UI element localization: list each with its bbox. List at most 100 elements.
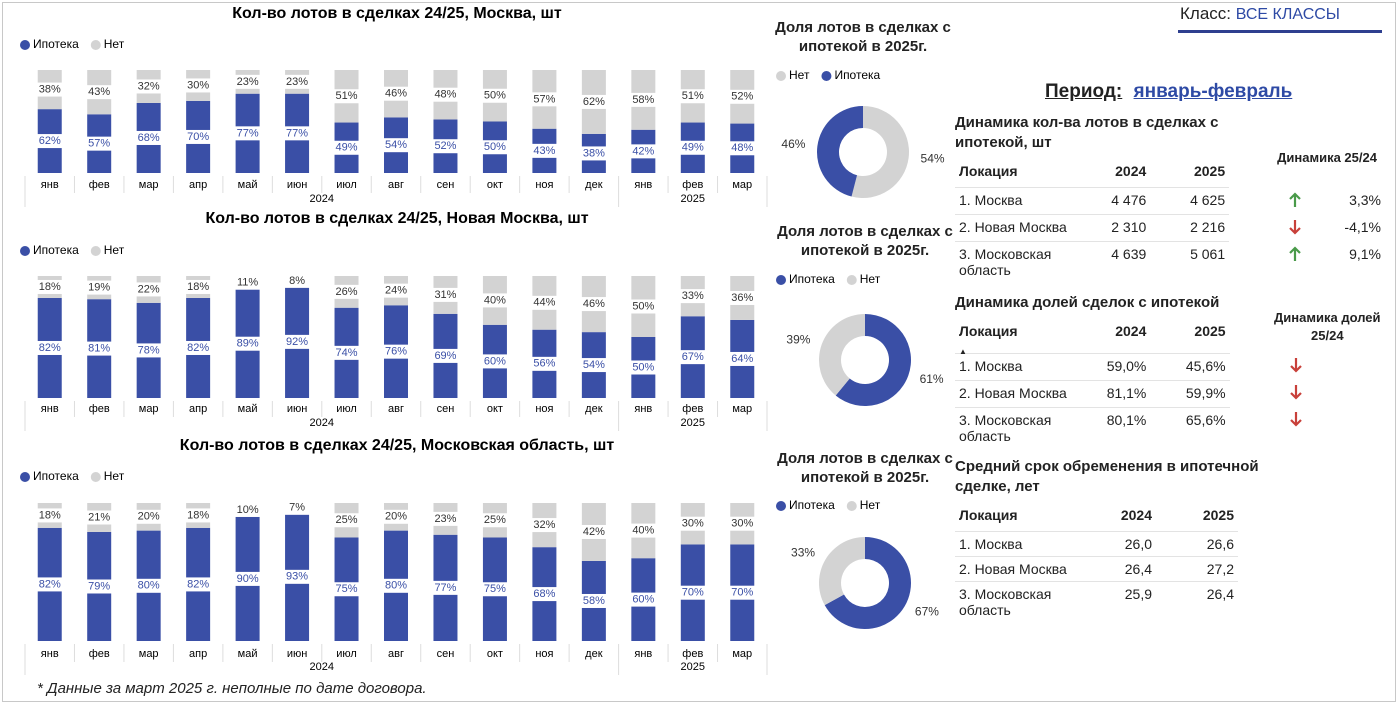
data-label: 33%: [791, 546, 815, 560]
x-tick-label: авг: [388, 403, 404, 415]
data-label: 70%: [187, 131, 209, 143]
data-label: 11%: [237, 277, 258, 289]
data-label: 24%: [385, 285, 407, 297]
x-tick-label: июн: [287, 648, 307, 660]
label-background: [134, 130, 163, 145]
label-background: [332, 284, 361, 299]
label-background: [233, 126, 262, 141]
x-tick-label: фев: [89, 179, 110, 191]
data-label: 69%: [434, 350, 456, 362]
label-background: [184, 340, 213, 355]
legend-marker: [20, 40, 30, 50]
x-tick-label: фев: [89, 648, 110, 660]
x-tick-label: мар: [732, 403, 752, 415]
label-background: [629, 92, 658, 107]
label-background: [35, 340, 64, 355]
data-label: 67%: [682, 351, 704, 363]
label-background: [35, 279, 64, 294]
label-background: [382, 344, 410, 359]
label-background: [728, 351, 757, 366]
table-row: 1. Москва 4 476 4 625 3,3%: [955, 187, 1385, 215]
table-cell: 27,2: [1156, 556, 1238, 582]
chart-title: Кол-во лотов в сделках 24/25, Московская…: [180, 437, 615, 454]
table-cell: 3. Московская область: [955, 406, 1086, 448]
header-row: Локация 2024 2025 Динамика 25/24: [955, 150, 1385, 188]
x-tick-label: апр: [189, 179, 207, 191]
data-label: 18%: [187, 281, 209, 293]
label-background: [579, 94, 608, 109]
legend-label: Нет: [860, 272, 881, 286]
label-background: [35, 577, 64, 592]
x-group-label: 2024: [310, 661, 334, 673]
label-background: [431, 511, 460, 526]
label-background: [382, 86, 410, 101]
data-label: 26%: [336, 286, 358, 298]
label-background: [233, 275, 262, 290]
donut-slice: [819, 537, 865, 606]
data-label: 77%: [434, 582, 456, 594]
label-background: [728, 516, 757, 531]
data-label: 23%: [237, 76, 259, 88]
data-label: 74%: [336, 347, 358, 359]
data-label: 50%: [484, 90, 506, 102]
data-label: 52%: [731, 91, 753, 103]
label-background: [629, 523, 658, 538]
data-label: 56%: [533, 358, 555, 370]
data-label: 82%: [187, 342, 209, 354]
label-background: [85, 280, 114, 295]
label-background: [530, 92, 559, 107]
data-label: 44%: [533, 297, 555, 309]
label-background: [35, 82, 64, 97]
label-background: [332, 140, 361, 155]
legend-marker: [20, 472, 30, 482]
label-background: [332, 513, 361, 528]
data-label: 68%: [138, 132, 160, 144]
trend-cell: [1230, 353, 1311, 380]
table-cell: 4 639: [1086, 241, 1151, 282]
column-header: 2025: [1193, 163, 1226, 179]
data-label: 36%: [731, 292, 753, 304]
label-background: [134, 282, 163, 297]
data-label: 80%: [138, 580, 160, 592]
trend-arrow: [1290, 412, 1302, 427]
label-background: [579, 593, 608, 608]
period-value[interactable]: январь-февраль: [1133, 81, 1293, 102]
legend-marker: [20, 246, 30, 256]
table-cell: 3. Московская область: [955, 241, 1087, 282]
legend-label: Ипотека: [789, 272, 835, 286]
column-header: Локация ▲: [959, 323, 1018, 356]
label-background: [579, 524, 608, 539]
label-background: [332, 345, 361, 360]
legend-label: Нет: [789, 68, 810, 82]
label-background: [35, 134, 64, 149]
table-title: Динамика долей сделок с ипотекой: [955, 294, 1220, 311]
x-tick-label: фев: [682, 179, 703, 191]
chart-title: Доля лотов в сделках с ипотекой в 2025г.: [777, 223, 953, 259]
data-label: 33%: [682, 290, 704, 302]
legend-marker: [90, 472, 101, 482]
donut-slice: [824, 537, 912, 629]
data-label: 75%: [336, 583, 358, 595]
table-cell: 3. Московская область: [955, 581, 1090, 622]
table-cell: 26,6: [1156, 531, 1238, 557]
change-cell: -4,1%: [1344, 218, 1381, 235]
label-background: [184, 129, 213, 144]
data-label: 68%: [533, 588, 555, 600]
x-tick-label: май: [238, 403, 258, 415]
data-label: 10%: [237, 504, 259, 516]
data-label: 39%: [786, 333, 810, 347]
data-label: 32%: [138, 80, 160, 92]
data-label: 32%: [533, 519, 555, 531]
label-background: [382, 283, 410, 298]
table-title: Средний срок обременения в ипотечной сде…: [955, 458, 1259, 495]
data-label: 46%: [583, 298, 605, 310]
class-value[interactable]: ВСЕ КЛАССЫ: [1235, 6, 1340, 23]
x-tick-label: янв: [634, 403, 652, 415]
trend-arrow: [1290, 385, 1302, 400]
trend-cell: [1229, 242, 1310, 283]
column-header: 2025: [1202, 507, 1234, 523]
data-label: 25%: [336, 514, 358, 526]
data-label: 50%: [632, 361, 654, 373]
label-background: [233, 571, 262, 586]
x-tick-label: янв: [41, 403, 59, 415]
